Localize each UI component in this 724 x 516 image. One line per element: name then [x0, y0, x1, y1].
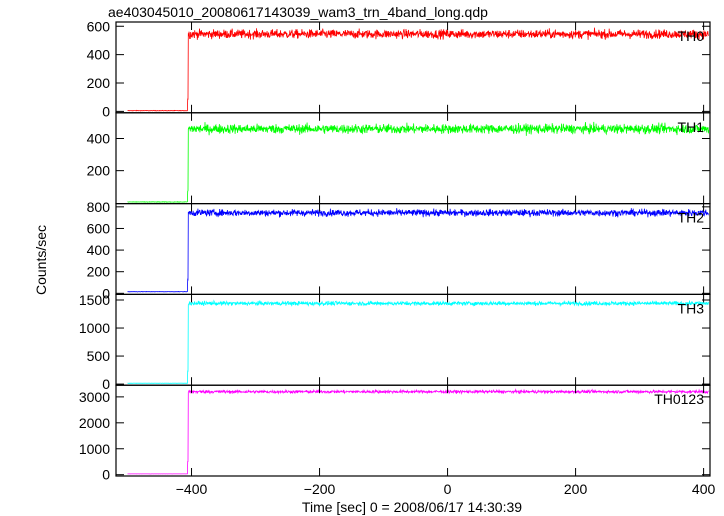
y-tick-label: 600 — [87, 18, 111, 34]
y-tick-label: 800 — [87, 199, 111, 215]
y-tick-label: 1000 — [79, 320, 110, 336]
y-axis-label: Counts/sec — [33, 225, 49, 295]
x-tick-label: −400 — [176, 481, 208, 497]
y-tick-label: 400 — [87, 131, 111, 147]
series-line-th1 — [127, 121, 710, 203]
y-tick-label: 600 — [87, 220, 111, 236]
panel-frame — [115, 203, 711, 296]
y-tick-label: 0 — [102, 376, 110, 392]
y-tick-label: 400 — [87, 242, 111, 258]
panel-label-th0: TH0 — [678, 28, 705, 44]
y-tick-label: 0 — [102, 103, 110, 119]
panel-th0123: 0 1000 2000 3000 TH0123 — [79, 384, 711, 483]
series-line-th0 — [127, 27, 709, 112]
panel-label-th0123: TH0123 — [654, 391, 704, 407]
y-tick-label: 1500 — [79, 292, 110, 308]
panel-th0: 0 200 400 600 TH0 — [87, 18, 711, 119]
x-tick-label: 200 — [564, 481, 588, 497]
series-line-th0123 — [127, 388, 709, 475]
series-line-th2 — [127, 208, 709, 293]
x-tick-label: 400 — [692, 481, 716, 497]
panel-th1: 200 400 TH1 — [87, 112, 711, 205]
panel-th2: 0 200 400 600 800 TH2 — [87, 199, 711, 301]
x-tick-label: −200 — [304, 481, 336, 497]
y-tick-label: 400 — [87, 47, 111, 63]
x-axis-label: Time [sec] 0 = 2008/06/17 14:30:39 — [302, 499, 522, 515]
y-tick-label: 0 — [102, 467, 110, 483]
chart-title: ae403045010_20080617143039_wam3_trn_4ban… — [108, 4, 488, 20]
y-tick-label: 0 — [102, 285, 110, 301]
y-tick-label: 1000 — [79, 441, 110, 457]
series-line-th3 — [127, 299, 709, 384]
panel-label-th3: TH3 — [678, 300, 705, 316]
panel-frame — [115, 293, 711, 386]
panel-th3: 0 500 1000 1500 TH3 — [79, 292, 711, 392]
y-tick-label: 200 — [87, 264, 111, 280]
panel-label-th1: TH1 — [678, 119, 705, 135]
panel-frame — [115, 384, 711, 477]
y-tick-label: 200 — [87, 163, 111, 179]
x-axis: −400 −200 0 200 400 — [176, 481, 716, 497]
y-tick-label: 2000 — [79, 415, 110, 431]
x-tick-label: 0 — [444, 481, 452, 497]
panels: 0 200 400 600 TH0 200 400 TH1 0 200 400 600 800 TH2 0 5… — [79, 18, 711, 483]
panel-label-th2: TH2 — [678, 210, 705, 226]
y-tick-label: 200 — [87, 75, 111, 91]
y-tick-label: 500 — [87, 348, 111, 364]
y-tick-label: 3000 — [79, 389, 110, 405]
